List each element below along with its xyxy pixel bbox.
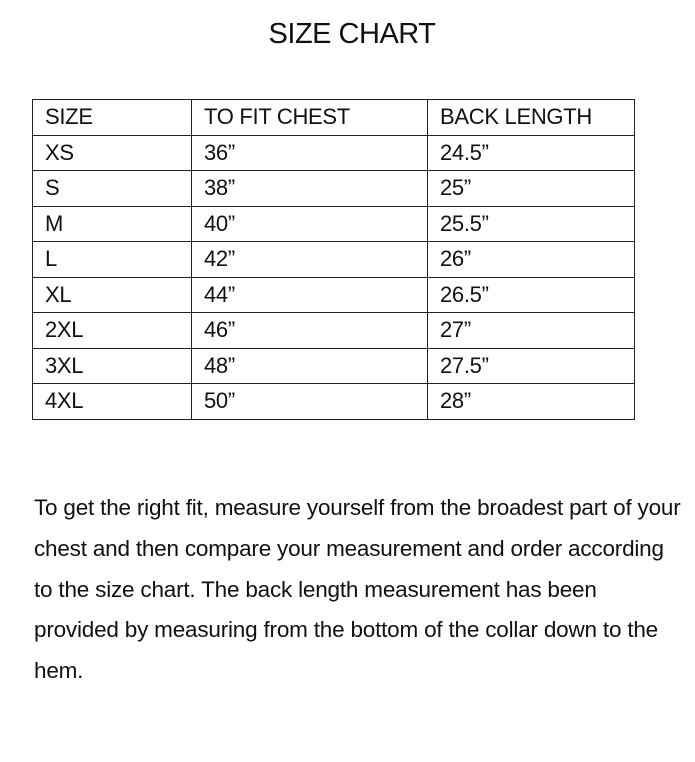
table-cell: 2XL xyxy=(32,312,192,349)
table-cell: 28” xyxy=(427,383,635,420)
table-row: XL 44” 26.5” xyxy=(32,276,635,313)
table-row: XS 36” 24.5” xyxy=(32,134,635,171)
table-row: 4XL 50” 28” xyxy=(32,383,635,420)
table-cell: 24.5” xyxy=(427,134,635,171)
column-header: SIZE xyxy=(32,99,192,136)
table-cell: 25” xyxy=(427,170,635,207)
table-cell: 3XL xyxy=(32,347,192,384)
size-chart-table: SIZE TO FIT CHEST BACK LENGTH XS 36” 24.5” S 38… xyxy=(32,99,635,420)
table-row: S 38” 25” xyxy=(32,170,635,207)
header-row: SIZE TO FIT CHEST BACK LENGTH xyxy=(32,99,635,136)
table-cell: 27.5” xyxy=(427,347,635,384)
table-row: L 42” 26” xyxy=(32,241,635,278)
table-cell: S xyxy=(32,170,192,207)
table-cell: 36” xyxy=(191,134,428,171)
column-header: TO FIT CHEST xyxy=(191,99,428,136)
table-cell: 44” xyxy=(191,276,428,313)
table-row: 3XL 48” 27.5” xyxy=(32,347,635,384)
table-cell: 48” xyxy=(191,347,428,384)
measurement-instructions: To get the right fit, measure yourself f… xyxy=(34,495,681,684)
table-cell: 42” xyxy=(191,241,428,278)
page-title: SIZE CHART xyxy=(268,18,436,50)
table-cell: 38” xyxy=(191,170,428,207)
table-cell: 50” xyxy=(191,383,428,420)
column-header: BACK LENGTH xyxy=(427,99,635,136)
table-cell: XS xyxy=(32,134,192,171)
table-cell: 40” xyxy=(191,205,428,242)
table-row: 2XL 46” 27” xyxy=(32,312,635,349)
table-cell: 25.5” xyxy=(427,205,635,242)
table-cell: 26.5” xyxy=(427,276,635,313)
table-cell: 4XL xyxy=(32,383,192,420)
table-cell: 46” xyxy=(191,312,428,349)
table-cell: 26” xyxy=(427,241,635,278)
table-cell: XL xyxy=(32,276,192,313)
table-cell: 27” xyxy=(427,312,635,349)
table-row: M 40” 25.5” xyxy=(32,205,635,242)
table-cell: M xyxy=(32,205,192,242)
table-cell: L xyxy=(32,241,192,278)
